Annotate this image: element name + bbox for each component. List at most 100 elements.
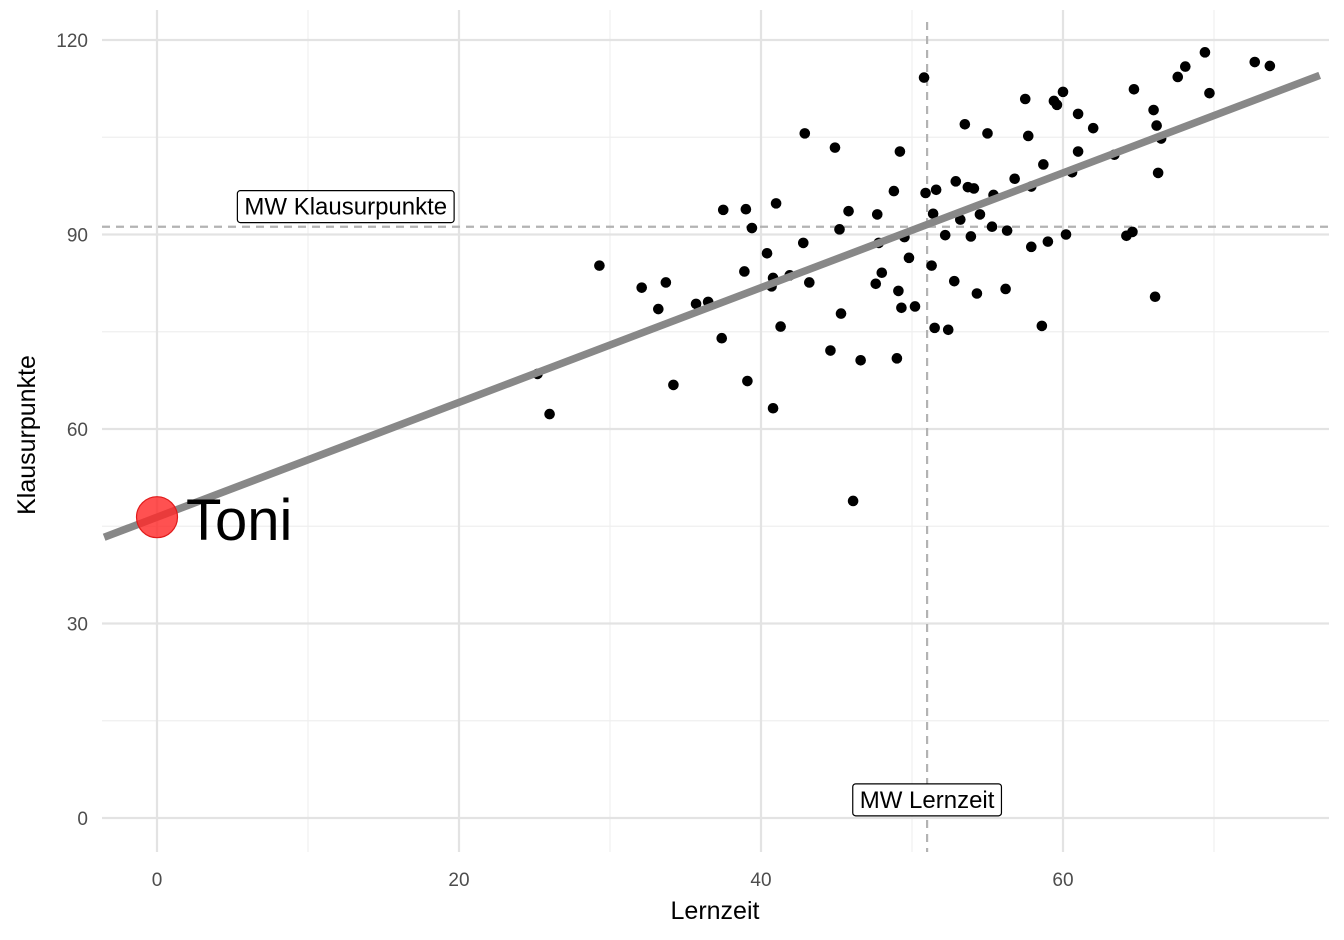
data-point — [920, 187, 931, 199]
data-point — [825, 345, 836, 356]
data-point — [1199, 47, 1211, 58]
y-tick-label: 0 — [77, 809, 88, 830]
y-tick-label: 30 — [67, 615, 88, 636]
data-point — [974, 209, 986, 220]
data-point — [942, 324, 954, 336]
data-point — [1152, 167, 1164, 179]
data-point — [544, 408, 555, 420]
x-axis-title: Lernzeit — [671, 897, 760, 925]
data-points — [532, 47, 1276, 507]
data-point — [896, 302, 907, 314]
major-gridlines — [102, 10, 1329, 852]
data-point — [903, 252, 915, 264]
data-point — [1057, 86, 1069, 98]
data-point — [739, 266, 750, 277]
annotations: MW Klausurpunkte MW Lernzeit — [236, 190, 1003, 817]
data-point — [1128, 83, 1140, 95]
data-point — [804, 277, 815, 288]
x-tick-label: 20 — [448, 870, 469, 891]
data-point — [653, 303, 664, 315]
data-point — [636, 282, 648, 293]
data-point — [740, 203, 752, 215]
y-tick-label: 120 — [56, 31, 88, 52]
data-point — [1180, 61, 1191, 72]
x-tick-label: 0 — [152, 870, 163, 891]
data-point — [929, 322, 940, 334]
data-point — [767, 402, 779, 414]
data-point — [982, 128, 993, 139]
y-tick-label: 90 — [67, 226, 88, 247]
data-point — [834, 224, 845, 235]
highlight-point — [135, 496, 179, 539]
y-tick-label: 60 — [67, 420, 88, 441]
data-point — [1060, 229, 1072, 240]
data-point — [926, 260, 937, 271]
data-point — [742, 375, 753, 387]
data-point — [1148, 104, 1159, 116]
y-tick-labels: 0 30 60 90 120 — [56, 31, 88, 830]
data-point — [1087, 122, 1099, 134]
annotation-label: MW Klausurpunkte — [236, 190, 455, 224]
data-point — [797, 237, 809, 249]
data-point — [888, 185, 900, 197]
highlight-label: Toni — [186, 488, 292, 553]
data-point — [959, 118, 971, 130]
x-tick-label: 40 — [750, 870, 771, 891]
data-point — [1036, 320, 1048, 332]
data-point — [965, 231, 977, 242]
data-point — [1000, 283, 1011, 295]
data-point — [1072, 108, 1084, 120]
data-point — [930, 184, 942, 196]
data-point — [891, 353, 903, 364]
data-point — [1151, 120, 1162, 131]
data-point — [1249, 56, 1261, 68]
data-point — [1022, 130, 1034, 142]
data-point — [909, 301, 921, 312]
data-point — [829, 142, 841, 153]
data-point — [871, 209, 883, 220]
data-point — [668, 379, 679, 391]
data-point — [950, 176, 962, 187]
x-tick-labels: 0 20 40 60 — [152, 870, 1074, 891]
data-point — [1149, 291, 1161, 303]
data-point — [1019, 93, 1031, 105]
data-point — [1204, 87, 1215, 99]
data-point — [1009, 173, 1020, 185]
annotation-box — [852, 783, 1003, 817]
data-point — [876, 267, 888, 279]
data-point — [775, 321, 786, 332]
data-point — [1051, 99, 1063, 111]
regression-line — [102, 71, 1322, 541]
annotation-text: MW Klausurpunkte — [244, 194, 447, 221]
data-point — [939, 229, 951, 241]
data-point — [1001, 225, 1013, 236]
y-axis-title: Klausurpunkte — [13, 355, 41, 515]
data-point — [893, 285, 904, 297]
mean-lines — [102, 22, 1329, 852]
data-point — [1127, 226, 1138, 238]
data-point — [843, 205, 854, 217]
data-point — [717, 204, 729, 216]
data-point — [870, 278, 882, 290]
data-point — [1042, 236, 1054, 247]
data-point — [927, 208, 939, 220]
data-point — [1264, 60, 1276, 72]
data-point — [799, 128, 811, 139]
data-point — [855, 354, 866, 366]
data-point — [1072, 146, 1084, 157]
x-tick-label: 60 — [1052, 870, 1073, 891]
minor-gridlines — [102, 10, 1329, 852]
regression-line-group — [102, 71, 1322, 541]
data-point — [847, 495, 859, 507]
data-point — [770, 198, 782, 209]
data-point — [1038, 159, 1049, 170]
data-point — [690, 298, 702, 310]
data-point — [761, 248, 773, 259]
data-point — [986, 221, 998, 233]
annotation-label: MW Lernzeit — [852, 783, 1003, 817]
data-point — [968, 183, 980, 194]
data-point — [971, 288, 983, 299]
data-point — [660, 277, 672, 288]
data-point — [894, 146, 906, 157]
